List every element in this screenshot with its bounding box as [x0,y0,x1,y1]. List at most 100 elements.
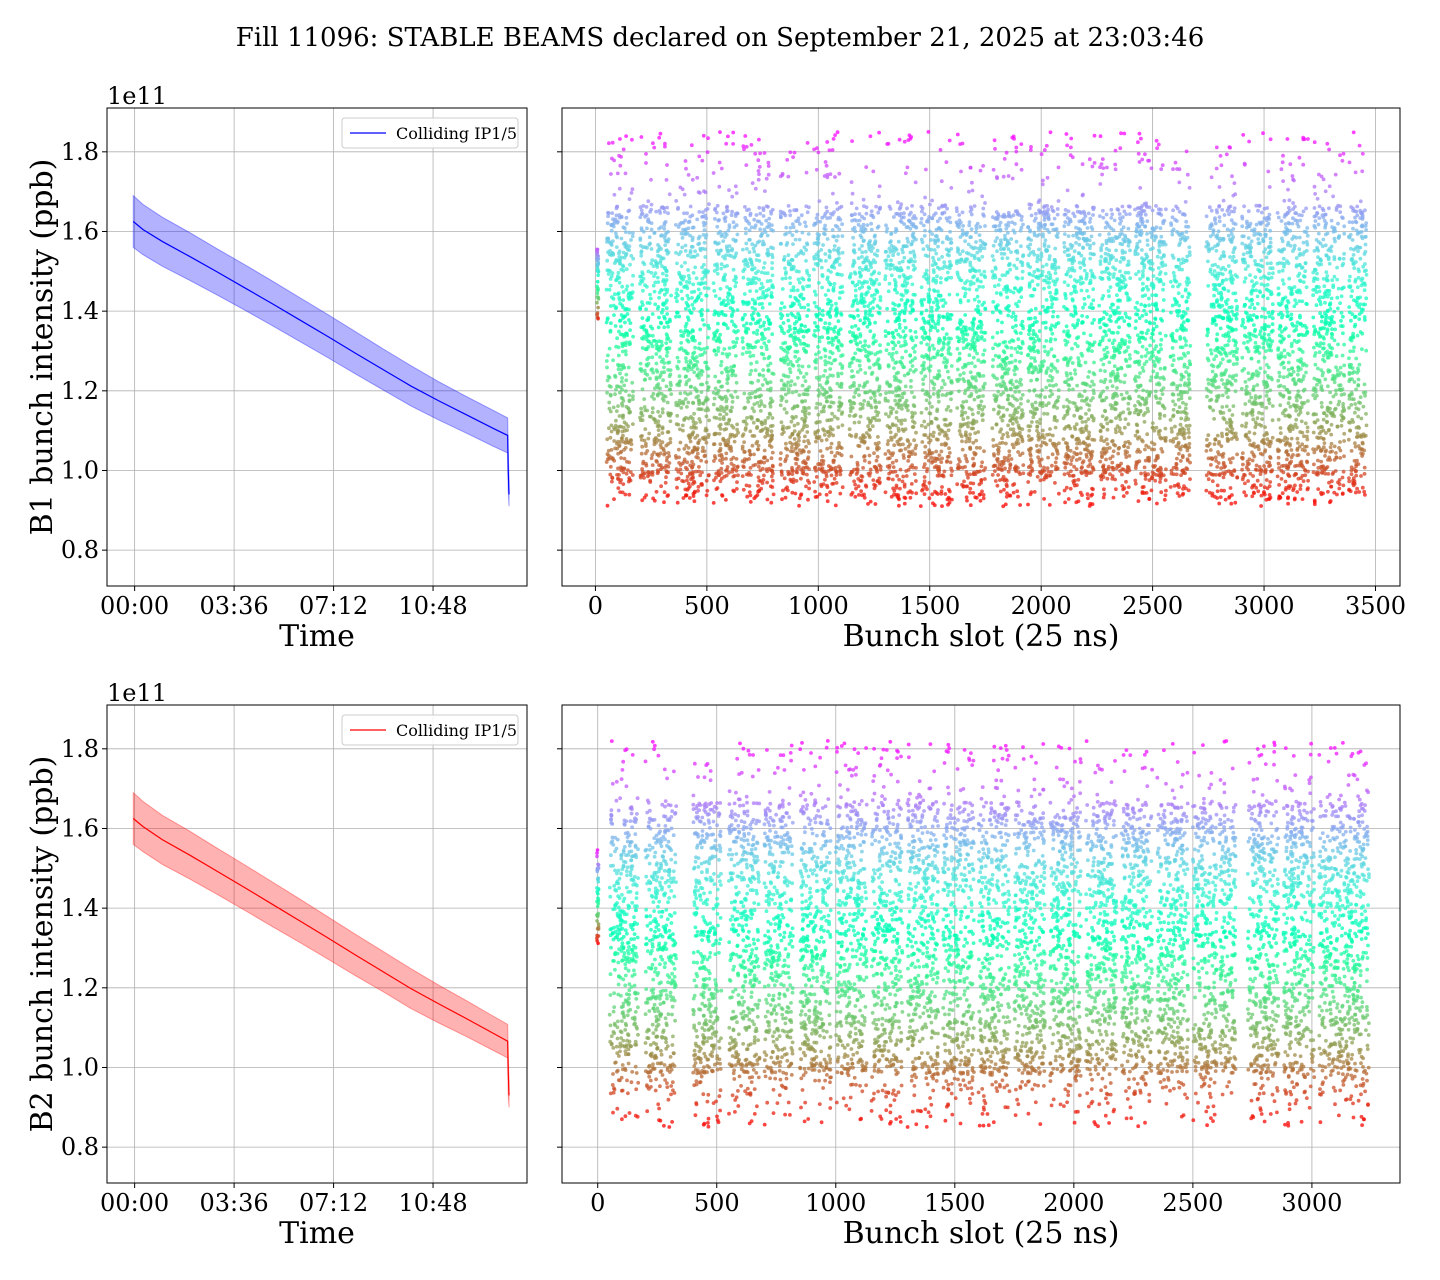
bunch-point [605,268,610,273]
bunch-point [1005,295,1010,300]
bunch-point [876,224,881,229]
bunch-point [909,210,913,215]
bunch-point [863,339,867,343]
bunch-point [1013,286,1017,291]
bunch-point [908,274,913,279]
bunch-point [935,274,939,279]
bunch-point [654,352,659,356]
bunch-point [848,330,852,334]
bunch-point [656,325,661,330]
bunch-point [965,230,969,235]
bunch-point [788,334,793,338]
bunch-point [728,435,733,439]
bunch-point [782,360,787,365]
bunch-point [932,347,936,351]
bunch-point [619,478,623,482]
bunch-point [681,277,686,282]
bunch-point [793,382,797,387]
bunch-point [968,165,973,170]
bunch-point [941,473,945,478]
bunch-point [825,483,829,488]
bunch-point [872,234,877,239]
bunch-point [860,214,864,219]
bunch-point [895,439,900,444]
bunch-point [938,280,943,285]
bunch-point [1007,401,1012,406]
bunch-point [726,228,731,233]
bunch-point [614,245,619,250]
bunch-point [612,192,617,197]
bunch-point [753,243,758,248]
bunch-point [732,467,736,472]
bunch-point [748,354,753,359]
bunch-point [888,405,893,410]
bunch-point [834,481,839,485]
bunch-point [697,402,702,406]
bunch-point [914,317,918,322]
bunch-point [908,311,913,315]
bunch-point [869,227,874,232]
bunch-point [980,413,984,418]
bunch-point [658,254,662,259]
bunch-point [914,430,918,435]
bunch-point [761,292,765,297]
bunch-point [981,206,986,211]
bunch-point [839,412,844,416]
bunch-point [762,404,767,409]
bunch-point [769,245,773,250]
bunch-point [694,469,698,474]
bunch-point [753,186,758,191]
bunch-point [891,307,895,312]
bunch-point [899,292,904,297]
bunch-point [690,303,695,307]
bunch-point [812,257,817,261]
bunch-point [749,361,753,366]
bunch-point [666,360,670,365]
bunch-point [1020,439,1025,444]
bunch-point [748,321,753,326]
bunch-point [1000,468,1004,473]
bunch-point [850,139,854,144]
bunch-point [758,151,762,156]
bunch-point [897,503,901,508]
bunch-point [877,386,882,391]
bunch-point [854,218,859,223]
bunch-point [997,277,1002,282]
bunch-point [663,480,668,485]
bunch-point [651,496,655,501]
bunch-point [666,451,671,455]
bunch-point [897,274,902,279]
bunch-point [716,379,721,384]
bunch-point [900,403,905,408]
bunch-point [955,327,959,331]
bunch-point [869,265,873,270]
bunch-point [821,243,825,247]
bunch-point [863,390,868,395]
bunch-point [659,359,664,364]
bunch-point [700,436,705,440]
bunch-point [704,478,709,483]
bunch-point [923,331,927,336]
bunch-point [1005,478,1009,483]
bunch-point [1007,449,1012,454]
bunch-point [853,294,858,298]
bunch-point [639,228,644,232]
bunch-point [628,321,633,325]
bunch-point [1019,244,1023,249]
bunch-point [752,402,757,407]
bunch-point [947,292,952,297]
bunch-point [828,431,833,436]
bunch-point [869,396,873,400]
bunch-point [824,390,828,394]
bunch-point [770,273,775,278]
bunch-point [973,364,977,369]
bunch-point [873,398,877,403]
bunch-point [731,425,736,430]
bunch-point [1006,220,1011,225]
bunch-point [922,475,927,479]
bunch-point [923,228,927,233]
bunch-point [765,293,769,298]
bunch-point [883,334,888,338]
bunch-point [887,414,891,419]
